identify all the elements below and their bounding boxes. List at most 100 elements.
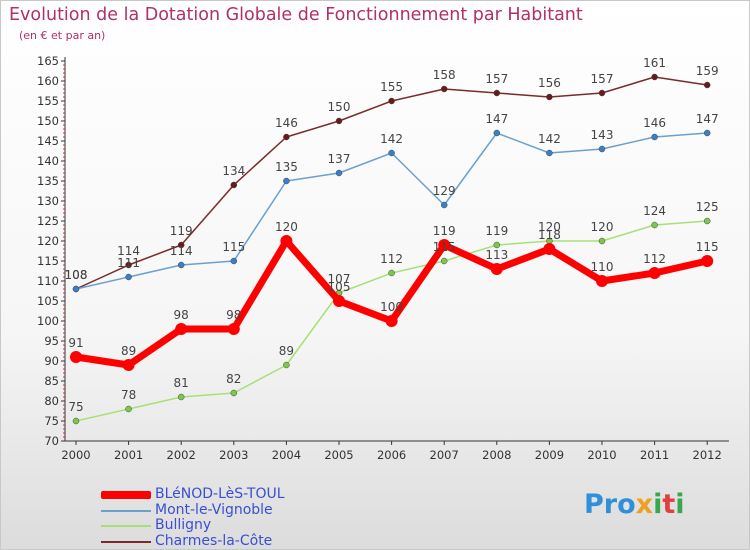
legend-label-mont: Mont-le-Vignoble [155,501,273,518]
series-point-0 [493,89,501,97]
logo-part-3: i [653,489,663,520]
data-label-2: 107 [328,272,351,286]
series-point-2 [598,237,606,245]
x-tick-label: 2010 [587,448,616,462]
data-label-2: 125 [696,200,719,214]
data-label-3: 91 [68,336,83,350]
x-tick-label: 2000 [61,448,90,462]
x-tick-label: 2002 [167,448,196,462]
series-point-2 [388,269,395,277]
proxiti-logo: Proxiti [584,489,685,520]
x-tick-label: 2007 [430,448,459,462]
data-label-1: 137 [328,152,351,166]
y-tick-label: 85 [44,374,59,388]
series-point-0 [283,133,290,141]
series-point-0 [335,117,343,125]
data-label-0: 157 [485,72,508,86]
series-point-3 [122,359,135,371]
data-label-0: 134 [222,164,245,178]
series-point-2 [440,257,448,265]
data-label-2: 119 [485,224,508,238]
data-label-0: 157 [591,72,614,86]
y-tick-label: 110 [37,274,59,288]
data-label-1: 142 [380,132,403,146]
series-point-1 [493,129,501,137]
legend-label-bulligny: Bulligny [155,517,212,533]
data-label-3: 110 [591,260,614,274]
data-label-2: 78 [121,388,136,402]
y-tick-label: 160 [37,74,59,88]
data-label-2: 89 [279,344,294,358]
data-label-2: 120 [538,220,561,234]
series-point-1 [335,169,343,177]
series-point-3 [490,263,503,275]
data-label-3: 100 [380,300,403,314]
data-label-2: 75 [68,400,83,414]
series-point-3 [333,295,345,307]
data-label-1: 115 [222,240,245,254]
series-point-1 [546,149,553,157]
series-point-0 [177,241,185,249]
logo-part-5: i [675,489,685,520]
y-tick-label: 115 [37,254,59,268]
series-point-3 [70,351,82,363]
series-point-1 [598,145,606,153]
series-point-0 [388,97,395,105]
series-point-0 [703,81,711,89]
y-tick-label: 95 [44,334,59,348]
series-point-2 [703,217,711,225]
x-tick-label: 2004 [272,448,301,462]
data-label-3: 119 [433,224,456,238]
logo-part-2: x [635,489,654,520]
series-point-0 [440,85,448,93]
data-label-0: 156 [538,76,561,90]
y-tick-label: 90 [44,354,59,368]
series-point-1 [230,257,238,265]
data-label-0: 158 [433,68,456,82]
series-point-3 [543,243,556,255]
data-label-2: 112 [380,252,403,266]
series-point-1 [283,177,290,185]
x-tick-label: 2001 [114,448,143,462]
data-label-1: 147 [696,112,719,126]
series-point-2 [230,389,238,397]
y-tick-label: 145 [37,134,59,148]
data-label-0: 155 [380,80,403,94]
data-label-3: 89 [121,344,136,358]
data-label-1: 143 [591,128,614,142]
y-tick-label: 140 [37,154,59,168]
series-point-0 [598,89,606,97]
series-point-3 [596,275,608,287]
data-label-1: 108 [65,268,88,282]
x-tick-label: 2011 [640,448,669,462]
series-point-0 [125,261,132,269]
series-point-3 [280,235,293,247]
data-label-1: 147 [485,112,508,126]
data-label-0: 146 [275,116,298,130]
data-label-2: 115 [433,240,456,254]
data-label-2: 82 [226,372,241,386]
data-label-1: 114 [170,244,193,258]
data-label-0: 159 [696,64,719,78]
y-tick-label: 135 [37,174,59,188]
series-point-0 [230,181,238,189]
data-label-0: 108 [65,268,88,282]
series-point-2 [651,221,658,229]
y-tick-label: 80 [44,394,59,408]
legend-swatch-bulligny [101,525,151,527]
legend-label-blenod: BLéNOD-LèS-TOUL [155,486,285,502]
data-label-0: 161 [643,56,666,70]
x-tick-label: 2006 [377,448,406,462]
x-tick-label: 2005 [324,448,353,462]
y-tick-label: 130 [37,194,59,208]
chart-title: Evolution de la Dotation Globale de Fonc… [9,5,583,25]
x-tick-label: 2012 [693,448,722,462]
data-label-1: 146 [643,116,666,130]
y-tick-label: 155 [37,94,59,108]
series-point-3 [385,315,398,327]
data-label-3: 105 [328,280,351,294]
data-label-1: 142 [538,132,561,146]
legend-swatch-charmes [101,540,151,543]
